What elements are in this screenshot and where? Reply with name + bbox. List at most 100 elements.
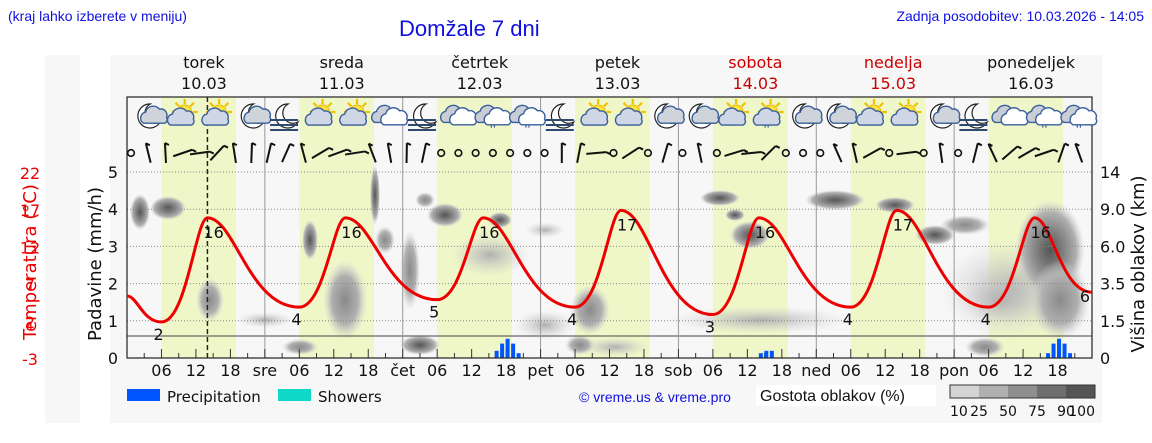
cloud-icon — [518, 107, 546, 126]
temperature-value-label: 4 — [567, 310, 577, 329]
precip-bar — [1068, 353, 1073, 358]
wind-calm-icon — [885, 148, 894, 158]
wind-calm-icon — [643, 148, 653, 158]
hour-label: 18 — [358, 361, 378, 380]
temperature-value-label: 6 — [1080, 287, 1090, 306]
hour-label: 06 — [151, 361, 171, 380]
cloud-blob — [130, 194, 150, 230]
weather-icon-cloudy-drizzle: '' — [1025, 104, 1063, 135]
wind-calm-icon — [678, 148, 687, 158]
precip-bar — [1051, 343, 1056, 358]
wind-barb-icon — [760, 145, 777, 161]
wind-barb-icon — [344, 150, 366, 156]
plot-frame — [126, 96, 1093, 359]
weather-icon-sun-cloud — [304, 99, 336, 126]
gridlines — [127, 97, 1092, 358]
weather-icon-night-cloud — [137, 103, 168, 129]
cloud-blob — [805, 190, 865, 210]
cloud-icon — [932, 105, 961, 124]
hour-label: 18 — [909, 361, 929, 380]
cloud-icon — [794, 105, 823, 124]
cloud-blob — [940, 215, 990, 235]
day-name: nedelja — [864, 53, 923, 72]
last-update: Zadnja posodobitev: 10.03.2026 - 14:05 — [896, 8, 1144, 24]
temperature-value-label: 16 — [203, 223, 223, 242]
weather-icon-night-cloud — [929, 103, 961, 129]
day-name: torek — [183, 53, 225, 72]
weather-icon-cloudy-drizzle: '' — [474, 104, 512, 135]
cloud-icon — [856, 107, 884, 126]
cloud-blob — [375, 226, 395, 254]
cloud-blob — [515, 310, 575, 340]
weather-icon-sun-cloud — [201, 99, 233, 126]
cloud-height-tick: 3.5 — [1100, 275, 1125, 294]
day-name: ponedeljek — [987, 53, 1076, 72]
wind-barb-icon — [696, 143, 703, 163]
cloud-height-tick: 6.0 — [1100, 237, 1125, 256]
weather-icon-sun-cloud — [614, 99, 646, 126]
precip-bar — [769, 350, 774, 358]
precip-tick: 5 — [108, 163, 118, 182]
day-date: 16.03 — [1008, 74, 1054, 93]
wind-calm-icon — [609, 148, 618, 158]
showers-legend-label: Showers — [318, 388, 382, 406]
weather-icon-cloudy-drizzle: '' — [508, 104, 546, 135]
wind-barb-icon — [265, 143, 273, 163]
weather-icon-sun-cloud — [856, 99, 887, 126]
temperature-line: 2 16 4 16 5 16 4 17 3 16 4 17 4 16 6 — [126, 208, 1093, 344]
day-name: petek — [595, 53, 641, 72]
hour-label: 06 — [565, 361, 585, 380]
hour-label: 12 — [737, 361, 757, 380]
wind-calm-icon — [523, 148, 532, 158]
temperature-value-label: 16 — [1031, 223, 1051, 242]
cloud-density-legend-title: Gostota oblakov (%) — [760, 388, 905, 405]
temperature-value-label: 16 — [479, 223, 499, 242]
cloud-icon — [166, 107, 195, 126]
temperature-axis-panel — [45, 55, 80, 423]
cloud-icon — [243, 105, 272, 124]
wind-barb-icon — [250, 142, 253, 164]
cloud-density-swatch — [1037, 385, 1066, 398]
location-menu-hint: (kraj lahko izberete v meniju) — [8, 8, 187, 24]
hour-label: 12 — [461, 361, 481, 380]
wind-barb-icon — [661, 143, 669, 163]
wind-barb-icon — [172, 148, 193, 158]
precip-tick: 4 — [108, 200, 118, 219]
cloud-icon — [890, 107, 919, 126]
cloud-icon — [718, 107, 747, 126]
precip-bar — [1062, 343, 1067, 358]
wind-barb-icon — [1057, 143, 1066, 163]
temperature-tick: 12 — [20, 238, 40, 257]
cloud-density-tick: 50 — [999, 404, 1017, 420]
wind-barb-icon — [311, 146, 330, 160]
cloud-density-tick: 75 — [1028, 404, 1046, 420]
temperature-value-label: 5 — [429, 303, 439, 322]
cloud-density-swatch — [1008, 385, 1037, 398]
weather-icon-sun-cloud — [890, 99, 922, 126]
cloud-density-tick: 10 — [950, 404, 968, 420]
weather-icon-sun-cloud — [580, 99, 612, 126]
cloud-density-tick: 90 — [1057, 404, 1075, 420]
day-short-label: pon — [939, 361, 969, 380]
temperature-value-label: 4 — [981, 310, 991, 329]
day-name: četrtek — [451, 53, 509, 72]
hour-label: 12 — [599, 361, 619, 380]
hour-label: 18 — [496, 361, 516, 380]
cloud-density-tick: 100 — [1068, 404, 1095, 420]
cloud-height-tick: 9.0 — [1100, 200, 1125, 219]
day-short-label: čet — [390, 361, 415, 380]
day-date: 12.03 — [457, 74, 503, 93]
cloud-blob — [400, 230, 420, 310]
hour-label: 18 — [772, 361, 792, 380]
day-date: 14.03 — [732, 74, 778, 93]
weather-icon-sun-cloud — [718, 99, 750, 126]
hour-label: 12 — [324, 361, 344, 380]
weather-icon-cloudy — [439, 104, 477, 126]
cloud-icon — [580, 107, 609, 126]
wind-calm-icon — [437, 148, 446, 158]
weather-icon-night-fog — [959, 103, 989, 131]
precip-tick: 0 — [108, 349, 118, 368]
wind-barb-icon — [189, 150, 210, 156]
day-short-label: ned — [801, 361, 831, 380]
